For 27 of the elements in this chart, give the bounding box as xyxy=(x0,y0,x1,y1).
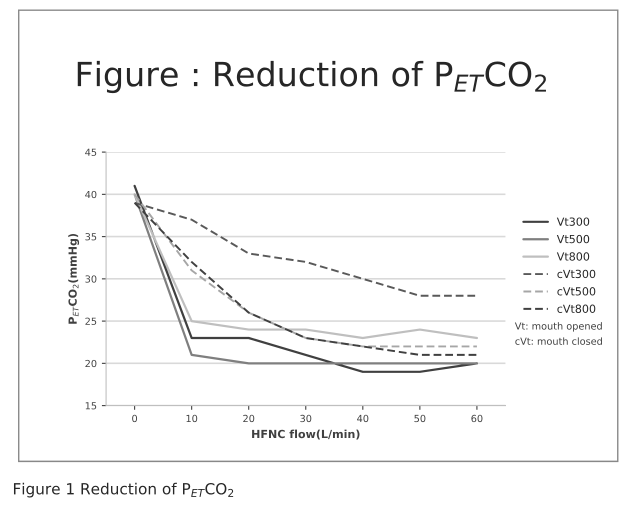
x-tick-label: 20 xyxy=(243,414,254,422)
x-tick-label: 40 xyxy=(357,414,368,422)
x-tick-label: 60 xyxy=(471,414,482,422)
y-tick-label: 15 xyxy=(86,402,96,410)
legend-label: cVt300 xyxy=(557,270,596,278)
x-tick-label: 30 xyxy=(300,414,312,422)
text: cVt: mouth closed xyxy=(515,337,602,345)
y-tick-label: 25 xyxy=(85,318,96,325)
x-tick-label: 10 xyxy=(186,414,198,422)
line-series xyxy=(134,202,478,297)
y-axis-title: P$_{ET}$CO$_{2}$(mmHg) xyxy=(68,234,80,324)
legend-label: Vt800 xyxy=(556,252,590,261)
legend-label: cVt800 xyxy=(557,304,596,313)
caption: Figure 1 Reduction of P$_{ET}$CO$_{2}$ xyxy=(14,482,234,498)
y-tick-label: 20 xyxy=(85,360,96,368)
legend-label: Vt500 xyxy=(556,234,590,244)
y-tick-label: 40 xyxy=(85,190,96,198)
y-tick-label: 35 xyxy=(85,233,96,240)
chart-title: Figure : Reduction of P$_{ET}$CO$_{2}$ xyxy=(78,60,546,94)
y-tick-label: 30 xyxy=(85,275,96,283)
legend-label: cVt500 xyxy=(557,287,596,296)
text: Vt: mouth opened xyxy=(514,322,602,332)
legend-label: Vt300 xyxy=(556,217,590,226)
x-axis-title: HFNC flow(L/min) xyxy=(252,430,360,440)
x-tick-label: 0 xyxy=(132,414,138,422)
y-tick-label: 45 xyxy=(85,148,96,156)
x-tick-label: 50 xyxy=(414,414,426,422)
